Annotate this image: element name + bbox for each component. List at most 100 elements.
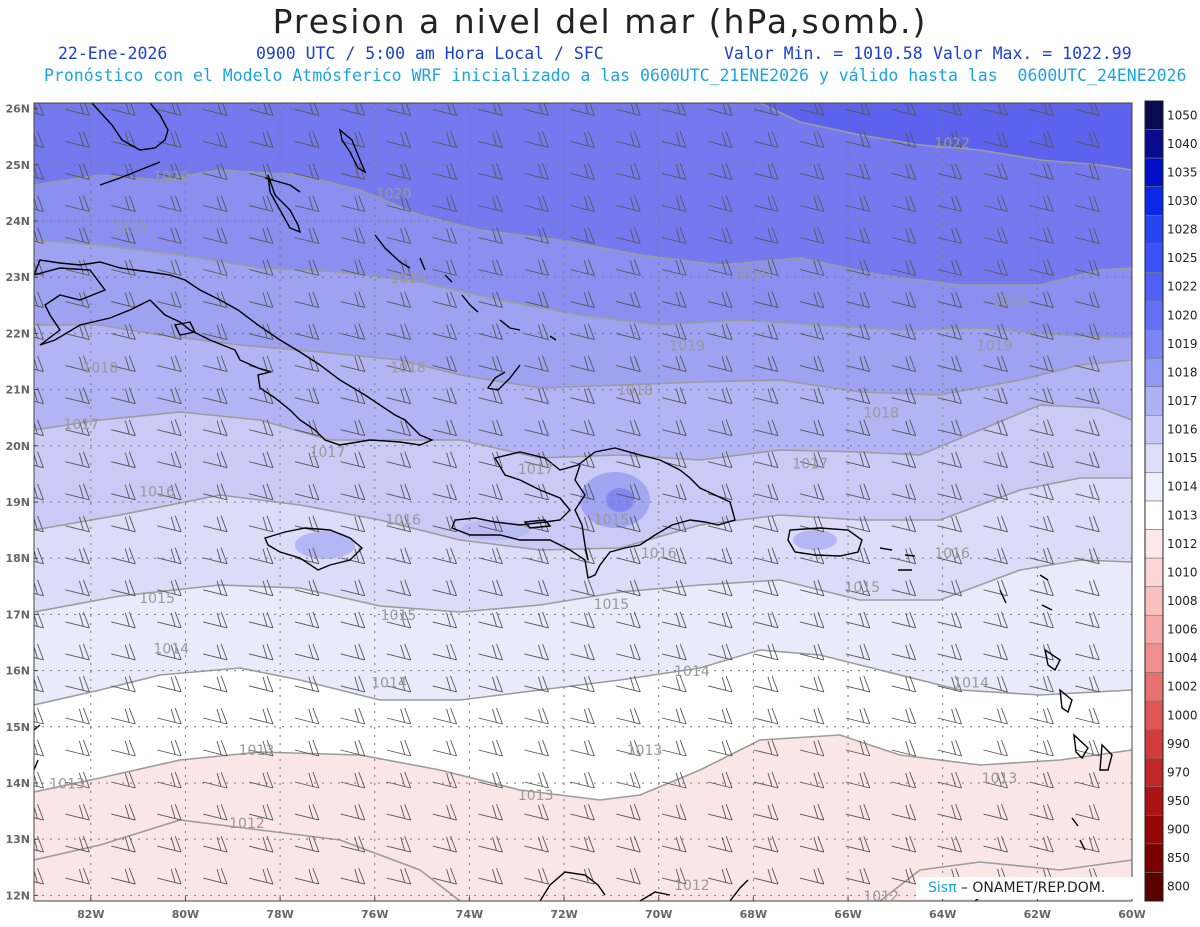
wind-barb — [478, 259, 503, 276]
wind-barb — [432, 387, 458, 405]
wind-barb — [983, 803, 1008, 821]
wind-barb — [570, 195, 595, 212]
wind-barb — [616, 643, 641, 661]
wind-barb — [891, 611, 917, 629]
wind-barb — [707, 131, 733, 148]
colorbar-swatch — [1144, 814, 1164, 845]
wind-barb — [983, 163, 1008, 180]
wind-barb — [983, 387, 1008, 405]
wind-barb — [157, 707, 182, 725]
wind-barb — [202, 515, 228, 533]
wind-barb — [983, 483, 1008, 501]
wind-barb — [478, 515, 503, 533]
wind-barb — [386, 131, 412, 148]
contour-label: 1014 — [153, 642, 189, 658]
coastlines — [34, 103, 1113, 901]
wind-barb — [432, 355, 458, 373]
wind-barb — [845, 387, 871, 405]
colorbar-swatch — [1144, 786, 1164, 816]
wind-barb — [799, 867, 825, 885]
wind-barb — [753, 131, 779, 148]
wind-barb — [294, 643, 320, 661]
wind-barb — [248, 771, 274, 789]
wind-barb — [340, 803, 366, 821]
wind-barb — [524, 291, 549, 309]
lon-tick-label: 60W — [1118, 908, 1145, 921]
wind-barb — [340, 163, 366, 180]
wind-barb — [799, 835, 825, 853]
wind-barb — [111, 323, 136, 341]
wind-barb — [386, 323, 412, 341]
wind-barb — [340, 291, 366, 309]
wind-barb — [294, 131, 320, 148]
wind-barb — [662, 771, 687, 789]
wind-barb — [478, 867, 503, 885]
wind-barb — [157, 163, 182, 180]
lat-tick-label: 22N — [5, 327, 30, 340]
wind-barb — [386, 707, 412, 725]
wind-barb — [753, 163, 779, 180]
wind-barb — [340, 323, 366, 341]
wind-barb — [202, 387, 228, 405]
wind-barb — [662, 387, 687, 405]
wind-barb — [845, 643, 871, 661]
lon-tick-label: 68W — [740, 908, 767, 921]
wind-barb — [891, 739, 917, 757]
wind-barb — [432, 739, 458, 757]
wind-barb — [616, 707, 641, 725]
wind-barb — [248, 323, 274, 341]
wind-barb — [983, 259, 1008, 276]
wind-barb — [570, 355, 595, 373]
wind-barb — [845, 131, 871, 148]
contour-label: 1018 — [390, 361, 426, 377]
wind-barb — [1075, 131, 1100, 148]
wind-barb — [753, 675, 779, 693]
contour-label: 1019 — [390, 271, 426, 287]
wind-barb — [891, 195, 917, 212]
wind-barb — [845, 259, 871, 276]
wind-barb — [753, 643, 779, 661]
wind-barb — [294, 611, 320, 629]
contour-label: 1017 — [64, 417, 100, 433]
wind-barb — [570, 227, 595, 244]
wind-barb — [845, 451, 871, 469]
wind-barb — [845, 739, 871, 757]
wind-barb — [891, 103, 917, 116]
wind-barb — [937, 131, 963, 148]
lat-tick-label: 13N — [5, 833, 30, 846]
wind-barb — [294, 707, 320, 725]
wind-barb — [111, 547, 136, 565]
colorbar-swatch — [1144, 100, 1164, 130]
wind-barb — [707, 803, 733, 821]
wind-barb — [202, 611, 228, 629]
lat-lon-grid — [34, 103, 1132, 901]
wind-barb — [478, 675, 503, 693]
colorbar-label: 1008 — [1167, 594, 1198, 608]
wind-barb — [202, 323, 228, 341]
wind-barb — [570, 259, 595, 276]
wind-barb — [65, 195, 90, 212]
wind-barb — [248, 547, 274, 565]
wind-barb — [891, 867, 917, 885]
wind-barb — [248, 227, 274, 244]
colorbar-label: 970 — [1167, 765, 1190, 779]
credit-box: Sisπ – ONAMET/REP.DOM. — [916, 877, 1133, 899]
wind-barb — [111, 355, 136, 373]
wind-barb — [662, 163, 687, 180]
wind-barb — [570, 739, 595, 757]
contour-label: 1014 — [953, 675, 989, 691]
coast-cuba — [34, 259, 434, 446]
colorbar-label: 1022 — [1167, 280, 1198, 294]
wind-barb — [65, 643, 90, 661]
wind-barb — [891, 803, 917, 821]
wind-barb — [1075, 515, 1100, 533]
wind-barb — [1029, 451, 1054, 469]
wind-barb — [386, 835, 412, 853]
wind-barb — [1075, 771, 1100, 789]
colorbar-label: 950 — [1167, 794, 1190, 808]
colorbar-label: 900 — [1167, 823, 1190, 837]
wind-barb — [386, 771, 412, 789]
wind-barb — [432, 675, 458, 693]
wind-barb — [248, 131, 274, 148]
wind-barb — [753, 419, 779, 437]
